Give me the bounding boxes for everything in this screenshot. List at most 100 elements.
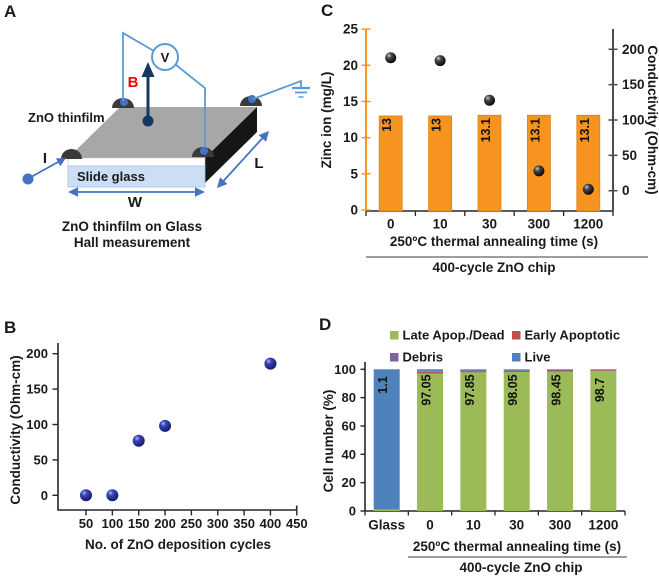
zno-top-face (68, 107, 257, 158)
glass-label: Slide glass (77, 169, 145, 184)
x-tick-label: 200 (154, 516, 176, 531)
x-category-label: 300 (528, 217, 551, 232)
y-tick-label: 80 (342, 390, 356, 405)
x-category-label: 0 (387, 217, 395, 232)
x-tick-label: 100 (101, 516, 123, 531)
x-category-label: Glass (368, 518, 405, 533)
left-tick-label: 25 (343, 22, 359, 37)
left-tick-label: 0 (350, 203, 358, 218)
x-tick-label: 50 (79, 516, 93, 531)
panel-d-letter: D (319, 315, 331, 334)
bar-segment (503, 370, 530, 373)
length-arrow (217, 131, 269, 188)
bar-segment (547, 369, 574, 371)
legend-label: Early Apoptotic (525, 328, 621, 343)
panel-d-footer-label: 400-cycle ZnO chip (459, 560, 582, 575)
x-category-label: 30 (509, 518, 524, 533)
right-tick-label: 50 (622, 148, 637, 163)
legend-swatch (512, 353, 521, 362)
bar-segment (547, 371, 574, 511)
y-tick-label: 60 (342, 418, 356, 433)
contact-dot (120, 98, 128, 106)
panel-c-right-axis-title: Conductivity (Ohm-cm) (645, 45, 659, 194)
y-tick-label: 100 (26, 417, 48, 432)
scatter-point (106, 489, 119, 502)
y-tick-label: 150 (26, 382, 48, 397)
bar-segment (503, 369, 530, 371)
legend-label: Late Apop./Dead (403, 328, 505, 343)
right-tick-label: 0 (622, 183, 630, 198)
bar-value-label: 98.7 (593, 378, 607, 402)
x-tick-label: 250 (181, 516, 203, 531)
legend-swatch (390, 353, 399, 362)
panel-a-caption-line2: Hall measurement (74, 235, 191, 250)
bar (428, 115, 452, 212)
axis-line (57, 343, 298, 511)
ground-wire (252, 79, 302, 100)
bar-segment (503, 372, 530, 511)
bar-value-label: 98.05 (506, 374, 520, 405)
width-arrow (68, 187, 205, 197)
voltmeter-wire (175, 64, 206, 147)
y-tick-label: 20 (342, 475, 356, 490)
panel-b-x-axis-title: No. of ZnO deposition cycles (85, 537, 271, 552)
glass-slab (67, 165, 206, 188)
scatter-point (533, 165, 545, 177)
bar-value-label: 97.85 (463, 374, 477, 405)
scatter-point (484, 94, 495, 106)
panel-a-caption-line1: ZnO thinfilm on Glass (62, 219, 202, 234)
x-tick-label: 350 (233, 516, 255, 531)
magnetic-field-arrow (141, 62, 155, 127)
panel-c-footer-label: 400-cycle ZnO chip (432, 260, 555, 275)
scatter-point (80, 489, 92, 502)
bar-value-label: 13.1 (479, 118, 493, 142)
bar-segment (373, 369, 400, 510)
x-category-label: 1200 (573, 217, 603, 232)
current-arrow (22, 158, 66, 185)
bar (576, 114, 601, 212)
bar-value-label: 1.1 (376, 376, 390, 393)
panel-d-chart: Late Apop./Dead Early Apoptotic Debris Live… (334, 328, 626, 533)
bar-value-label: 13 (430, 118, 444, 132)
bar-value-label: 97.05 (420, 374, 434, 405)
bar-segment (590, 370, 617, 372)
bar-segment (590, 371, 617, 511)
scatter-point (385, 52, 397, 64)
y-tick-label: 40 (342, 447, 356, 462)
panel-c-x-axis-title: 250ºC thermal annealing time (s) (390, 234, 598, 249)
x-category-label: 10 (466, 518, 481, 533)
x-category-label: 0 (426, 518, 434, 533)
panel-c-left-axis-title: Zinc ion (mg/L) (319, 72, 334, 169)
bar-segment (417, 371, 444, 374)
bar-value-label: 13.1 (578, 118, 592, 142)
left-tick-label: 10 (343, 130, 358, 145)
scatter-point (132, 434, 145, 447)
right-tick-label: 100 (622, 113, 645, 128)
x-category-label: 10 (433, 217, 448, 232)
voltmeter-label: V (161, 50, 170, 65)
film-edge (67, 157, 206, 167)
contact-pad (61, 149, 82, 159)
bar-value-label: 13 (380, 118, 394, 132)
scatter-point (159, 419, 172, 432)
scatter-point (434, 55, 446, 67)
legend-swatch (390, 331, 399, 340)
panel-d-x-axis-title: 250ºC thermal annealing time (s) (413, 539, 621, 554)
legend-label: Live (525, 350, 551, 365)
panel-b-y-axis-title: Conductivity (Ohm-cm) (8, 355, 23, 504)
x-category-label: 1200 (588, 518, 618, 533)
contact-dot (200, 147, 208, 155)
left-tick-label: 5 (350, 166, 358, 181)
x-tick-label: 400 (260, 516, 282, 531)
bar-segment (460, 369, 487, 371)
y-tick-label: 100 (334, 362, 356, 377)
panel-d-y-axis-title: Cell number (%) (321, 390, 336, 493)
x-category-label: 300 (549, 518, 572, 533)
x-tick-label: 450 (286, 516, 308, 531)
panel-c-chart: 0 5 10 15 20 25 0 50 100 150 200 13 13 13.1 13.1 13.1 0 1… (343, 22, 645, 232)
bar (527, 114, 551, 212)
y-tick-label: 50 (34, 452, 48, 467)
y-tick-label: 0 (349, 504, 356, 519)
